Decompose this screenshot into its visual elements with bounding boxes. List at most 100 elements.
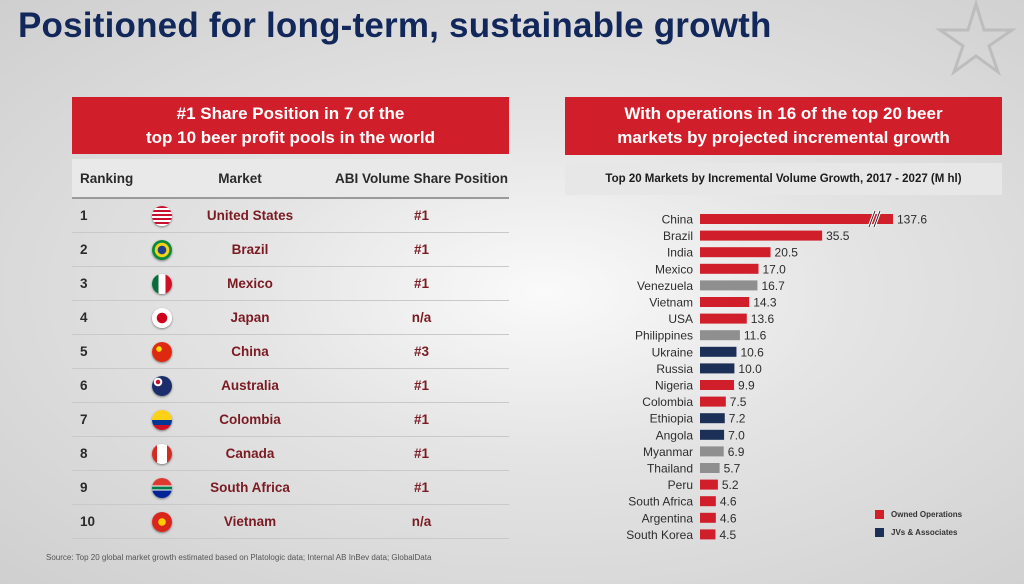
rank-cell: 3 (72, 266, 146, 301)
market-cell: Vietnam (146, 504, 334, 539)
colombia-flag-icon (152, 409, 172, 430)
chart-legend: Owned Operations JVs & Associates (875, 505, 962, 541)
category-label: Ukraine (652, 345, 694, 359)
ranking-header: Ranking (72, 159, 146, 199)
china-flag-icon (152, 341, 172, 362)
vietnam-flag-icon (152, 511, 172, 532)
rank-cell: 8 (72, 436, 146, 471)
share-position-cell: #3 (334, 334, 509, 369)
share-position-cell: n/a (334, 300, 509, 335)
chart-title: Top 20 Markets by Incremental Volume Gro… (565, 163, 1002, 195)
category-label: Angola (656, 428, 694, 442)
category-label: Thailand (647, 462, 693, 476)
market-name: Vietnam (223, 514, 277, 529)
market-name: Japan (230, 310, 270, 325)
market-name: South Africa (210, 480, 290, 495)
canada-flag-icon (152, 443, 172, 464)
table-row: 2 Brazil #1 (72, 232, 509, 267)
bar-usa (700, 313, 747, 324)
table-row: 6 Australia #1 (72, 368, 509, 403)
category-label: Colombia (642, 395, 693, 409)
rank-cell: 6 (72, 368, 146, 403)
position-header: ABI Volume Share Position (334, 159, 509, 199)
growth-markets-panel: With operations in 16 of the top 20 beer… (565, 97, 1002, 195)
legend-label: JVs & Associates (891, 527, 958, 537)
share-position-panel: #1 Share Position in 7 of the top 10 bee… (72, 97, 509, 539)
bar-vietnam (700, 297, 750, 307)
bar-south-korea (700, 529, 716, 540)
market-header: Market (146, 159, 334, 199)
table-header-row: Ranking Market ABI Volume Share Position (72, 159, 509, 199)
bar-nigeria (700, 380, 735, 390)
bar-russia (700, 363, 735, 374)
table-row: 10 Vietnam n/a (72, 504, 509, 539)
bar-ukraine (700, 346, 737, 357)
category-label: Philippines (635, 329, 693, 343)
data-label: 5.2 (722, 478, 739, 492)
market-cell: Japan (146, 300, 334, 335)
brazil-flag-icon (152, 239, 172, 260)
bar-ethiopia (700, 413, 725, 424)
data-label: 5.7 (724, 462, 741, 476)
share-position-banner: #1 Share Position in 7 of the top 10 bee… (72, 97, 509, 154)
bar-argentina (700, 512, 716, 523)
table-row: 3 Mexico #1 (72, 266, 509, 301)
category-label: Ethiopia (650, 412, 694, 426)
bar-brazil (700, 230, 823, 241)
us-flag-icon (152, 205, 172, 226)
market-cell: South Africa (146, 470, 334, 505)
rank-cell: 9 (72, 470, 146, 505)
legend-swatch (875, 509, 884, 519)
data-label: 35.5 (826, 229, 850, 243)
banner-line-1: With operations in 16 of the top 20 beer (624, 104, 943, 123)
bar-venezuela (700, 280, 758, 291)
bar-peru (700, 479, 718, 490)
banner-line-1: #1 Share Position in 7 of the (176, 103, 405, 123)
share-position-cell: #1 (334, 368, 509, 403)
category-label: USA (668, 312, 693, 326)
market-name: Colombia (219, 412, 281, 427)
share-position-table: Ranking Market ABI Volume Share Position… (72, 159, 509, 539)
bar-south-africa (700, 496, 716, 507)
rank-cell: 7 (72, 402, 146, 437)
category-label: Argentina (642, 511, 694, 525)
category-label: China (662, 213, 694, 227)
market-cell: Colombia (146, 402, 334, 437)
data-label: 10.0 (738, 362, 762, 376)
bar-thailand (700, 463, 720, 473)
share-position-cell: #1 (334, 470, 509, 505)
legend-item-owned: Owned Operations (875, 505, 962, 523)
mexico-flag-icon (152, 273, 172, 294)
bar-angola (700, 429, 725, 440)
share-position-cell: #1 (334, 266, 509, 301)
south-africa-flag-icon (152, 477, 172, 498)
market-name: Australia (221, 378, 279, 393)
data-label: 4.6 (720, 495, 737, 509)
category-label: Brazil (663, 229, 693, 243)
category-label: Russia (656, 362, 693, 376)
category-label: Nigeria (655, 379, 693, 393)
bar-myanmar (700, 446, 724, 457)
bar-mexico (700, 263, 759, 274)
source-note: Source: Top 20 global market growth esti… (46, 553, 432, 562)
data-label: 4.5 (719, 528, 736, 542)
legend-label: Owned Operations (891, 509, 963, 519)
rank-cell: 1 (72, 198, 146, 233)
table-row: 4 Japan n/a (72, 300, 509, 335)
banner-line-2: markets by projected incremental growth (617, 128, 950, 147)
data-label: 10.6 (740, 345, 764, 359)
rank-cell: 2 (72, 232, 146, 267)
market-cell: Mexico (146, 266, 334, 301)
market-cell: Brazil (146, 232, 334, 267)
growth-markets-banner: With operations in 16 of the top 20 beer… (565, 97, 1002, 155)
growth-bar-chart: China 137.6 Brazil 35.5 India 20.5 Mexico 17.0 V… (626, 210, 927, 542)
data-label: 7.0 (728, 428, 745, 442)
market-name: Canada (225, 446, 275, 461)
market-name: China (231, 344, 269, 359)
category-label: South Korea (626, 528, 693, 542)
bar-colombia (700, 396, 726, 407)
market-name: Mexico (227, 276, 273, 291)
rank-cell: 5 (72, 334, 146, 369)
market-cell: Australia (146, 368, 334, 403)
legend-item-jv: JVs & Associates (875, 523, 962, 541)
